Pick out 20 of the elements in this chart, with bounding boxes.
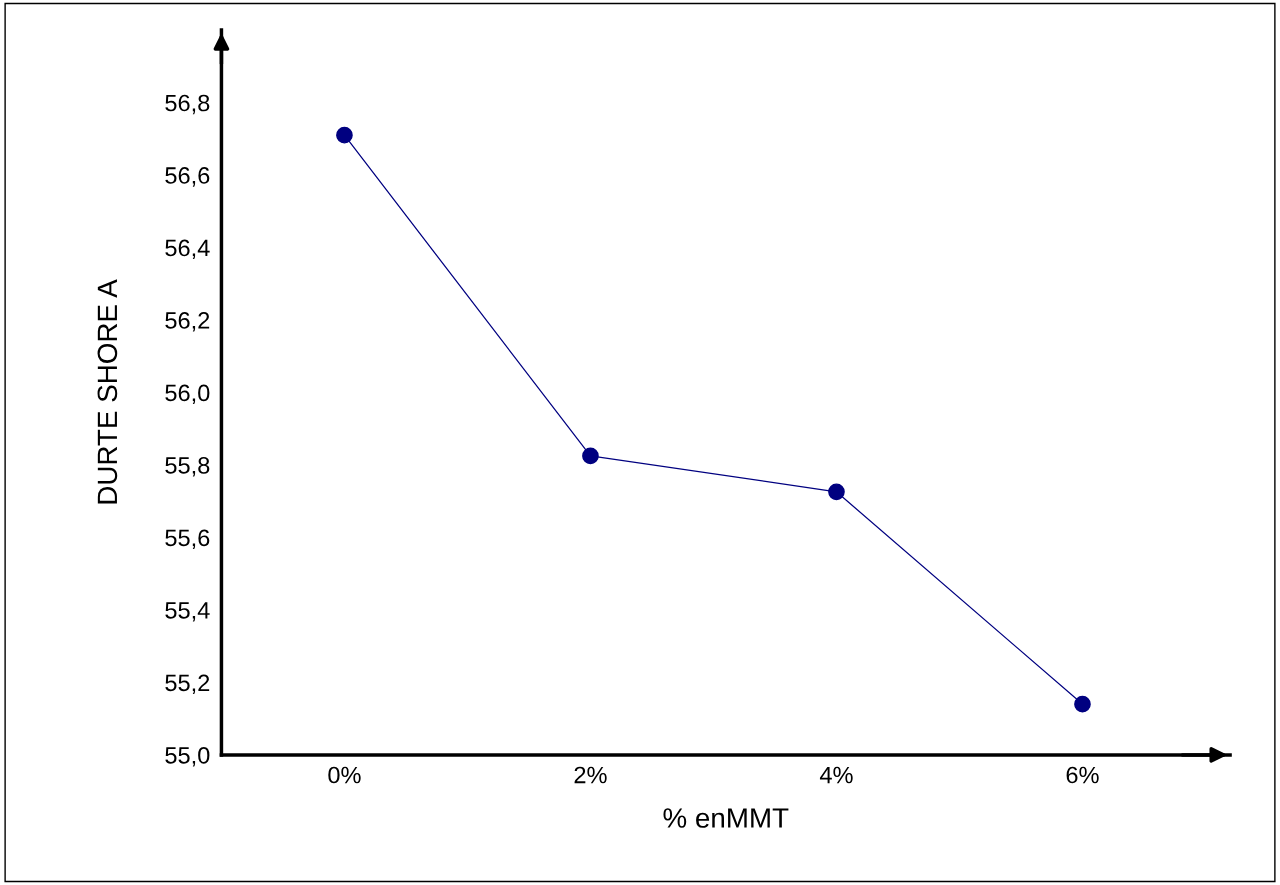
- y-axis-title: DURTE SHORE A: [97, 279, 118, 504]
- y-tick-label: 55,2: [165, 674, 210, 694]
- y-tick-label: 56,2: [165, 312, 210, 332]
- x-tick-label: 6%: [1066, 766, 1099, 784]
- y-tick-label: 55,0: [165, 746, 210, 767]
- x-tick-label: 0%: [328, 766, 361, 784]
- y-tick-label: 55,4: [165, 602, 210, 622]
- y-tick-label: 55,6: [165, 529, 210, 550]
- y-tick-label: 56,6: [165, 167, 210, 187]
- y-tick-label: 56,4: [165, 239, 210, 260]
- x-tick-label: 4%: [819, 766, 853, 784]
- point: [1074, 695, 1091, 713]
- point: [582, 447, 599, 465]
- point: [336, 126, 353, 144]
- y-tick-label: 56,8: [165, 94, 210, 115]
- point: [828, 483, 845, 501]
- x-axis-title: % enMMT: [663, 808, 789, 828]
- y-tick-label: 56,0: [165, 384, 210, 405]
- y-tick-label: 55,8: [165, 457, 210, 477]
- x-tick-label: 2%: [574, 766, 607, 784]
